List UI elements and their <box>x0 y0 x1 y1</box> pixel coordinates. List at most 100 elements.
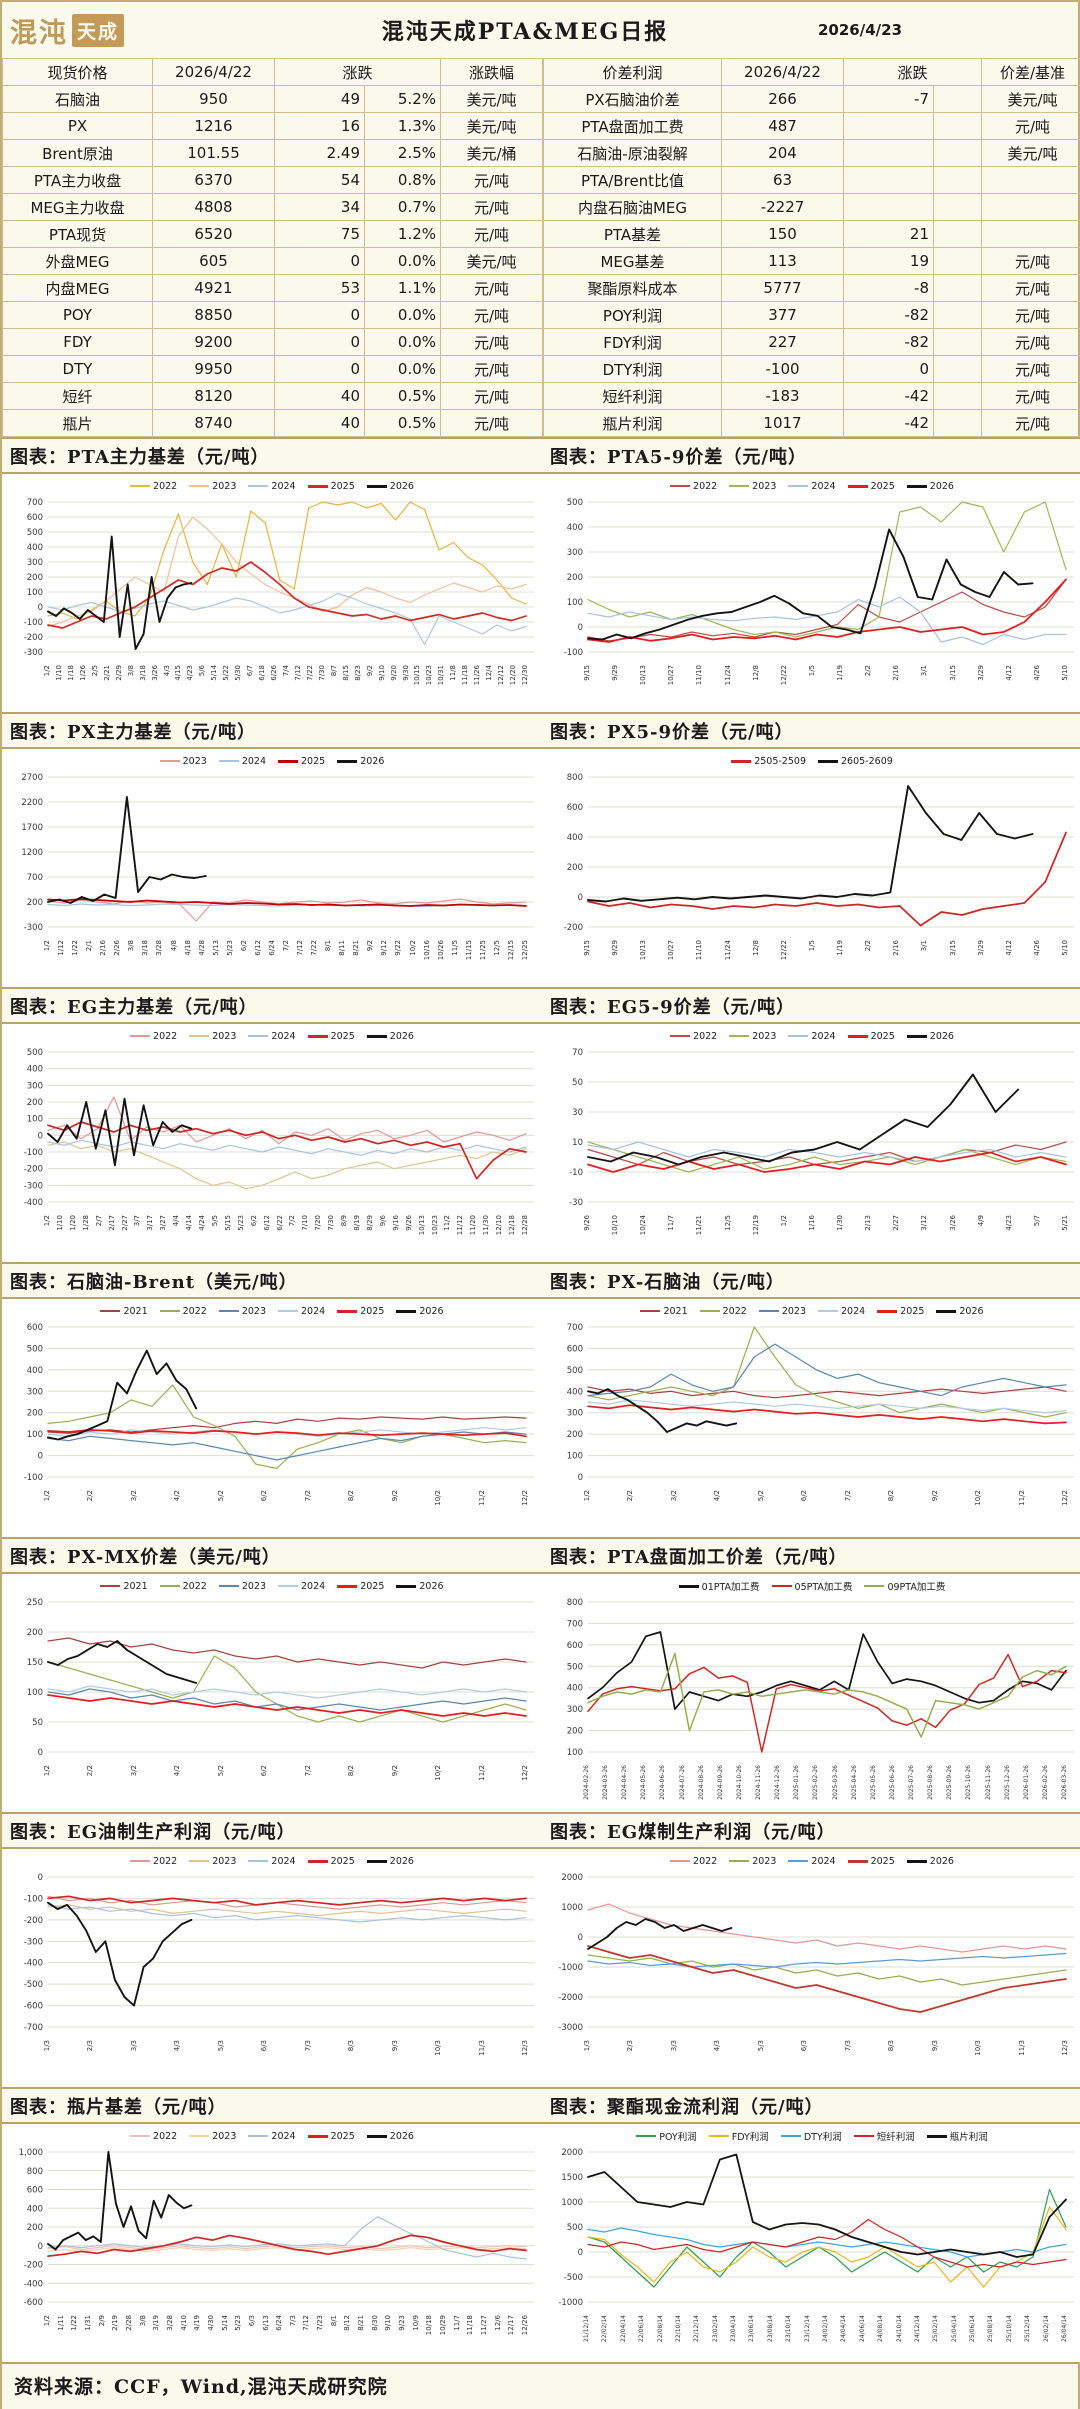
x-tick-label: 11/3 <box>477 2040 486 2056</box>
x-tick-label: 10/15 <box>413 665 422 686</box>
x-tick-label: 1/16 <box>807 1215 816 1231</box>
legend-label: 2026 <box>929 480 954 492</box>
x-tick-label: 6/26 <box>270 665 279 681</box>
svg-text:-100: -100 <box>24 618 43 628</box>
x-tick-label: 7/22 <box>310 940 319 956</box>
x-tick-label: 11/21 <box>695 1215 704 1236</box>
svg-text:400: 400 <box>567 1387 583 1397</box>
table-cell: -7 <box>843 85 935 113</box>
x-tick-label: 4/18 <box>183 940 192 956</box>
svg-text:500: 500 <box>567 2223 583 2233</box>
table-cell: PX石脑油价差 <box>543 85 723 113</box>
series-line-09PTA加工费 <box>587 1652 1067 1738</box>
svg-text:200: 200 <box>27 898 43 908</box>
x-tick-label: 4/4 <box>172 1215 181 1227</box>
svg-text:-600: -600 <box>24 2002 43 2012</box>
x-tick-label: 3/1 <box>920 665 929 677</box>
svg-text:-500: -500 <box>24 1980 43 1990</box>
svg-text:800: 800 <box>27 2167 43 2177</box>
x-tick-label: 1/3 <box>43 2040 51 2052</box>
x-tick-label: 1/20 <box>68 1215 77 1231</box>
table-cell: -82 <box>843 301 935 329</box>
x-tick-label: 1/2 <box>43 940 51 952</box>
chart-legend: 2021 2022 2023 2024 2025 2026 <box>2 1576 542 1596</box>
x-tick-label: 12/25 <box>521 940 529 961</box>
table-header-cell: 涨跌 <box>273 58 442 86</box>
x-tick-label: 9/2 <box>390 1490 399 1502</box>
x-tick-label: 3/2 <box>129 1490 138 1502</box>
table-cell <box>933 247 983 275</box>
svg-text:-100: -100 <box>564 648 583 658</box>
chart-legend: 2021 2022 2023 2024 2025 2026 <box>542 1301 1080 1321</box>
x-tick-label: 7/12 <box>293 665 302 681</box>
x-tick-label: 9/2 <box>930 1490 939 1502</box>
legend-label: 2025 <box>330 480 355 492</box>
x-tick-label: 5/21 <box>1061 1215 1069 1231</box>
x-tick-label: 6/18 <box>258 665 267 681</box>
x-tick-label: 2/5 <box>90 665 99 677</box>
chart-panel: 图表：PX主力基差（元/吨） 2023 2024 2025 2026 2700 2200 17… <box>2 712 542 987</box>
x-tick-label: 10/2 <box>434 1490 443 1506</box>
table-cell <box>843 193 935 221</box>
legend-label: 2024 <box>811 1030 836 1042</box>
svg-text:300: 300 <box>567 1409 583 1419</box>
table-cell: 34 <box>274 193 365 221</box>
table-row: 聚酯原料成本 5777 -8 元/吨 <box>543 274 1080 302</box>
x-tick-label: 10/2 <box>974 1490 983 1506</box>
legend-label: 2022 <box>182 1580 207 1592</box>
table-cell <box>843 166 935 194</box>
spread-profit-table-container: 价差利润 2026/4/22 涨跌 价差/基准 PX石脑油价差 266 -7 美元/吨 PTA盘… <box>543 58 1080 437</box>
table-cell <box>933 193 983 221</box>
x-tick-label: 2025-02-26 <box>812 1765 820 1800</box>
series-line-2021 <box>47 1416 527 1434</box>
table-header-cell: 价差利润 <box>543 58 723 86</box>
table-cell <box>981 220 1080 248</box>
svg-text:300: 300 <box>27 558 43 568</box>
table-cell: 美元/桶 <box>440 139 544 167</box>
table-cell: 元/吨 <box>981 274 1080 302</box>
table-cell: 1.2% <box>363 220 442 248</box>
table-cell: 美元/吨 <box>440 85 544 113</box>
x-tick-label: 2/17 <box>107 1215 116 1231</box>
x-tick-label: 12/3 <box>1061 2040 1069 2056</box>
chart-body: 2022 2023 2024 2025 2026 500 400 300 200 100 0 -100… <box>2 1024 542 1262</box>
x-tick-label: 8/29 <box>365 1215 374 1231</box>
series-line-2022 <box>587 578 1067 642</box>
table-cell: 美元/吨 <box>440 247 544 275</box>
legend-line-swatch <box>130 2135 151 2137</box>
svg-text:300: 300 <box>567 1705 583 1715</box>
table-cell: 0.0% <box>363 355 442 383</box>
legend-line-swatch <box>159 1585 180 1587</box>
svg-text:-200: -200 <box>564 923 583 933</box>
chart-legend: 2022 2023 2024 2025 2026 <box>2 1851 542 1871</box>
x-tick-label: 11/18 <box>461 665 470 686</box>
legend-label: 2025 <box>900 1305 925 1317</box>
svg-text:600: 600 <box>567 1344 583 1354</box>
svg-text:500: 500 <box>27 528 43 538</box>
table-cell: 0.8% <box>363 166 442 194</box>
legend-line-swatch <box>670 485 691 487</box>
svg-text:2200: 2200 <box>21 798 43 808</box>
chart-plot: 2700 2200 1700 1200 700 200 -300 <box>21 773 534 933</box>
x-tick-label: 2025-11-26 <box>984 1765 992 1800</box>
legend-item: 2023 <box>189 481 236 492</box>
chart-body: 2505-2509 2605-2609 800 600 400 200 0 -200 9/15 9… <box>542 749 1080 987</box>
x-tick-label: 9/26 <box>404 1215 413 1231</box>
x-tick-label: 6/2 <box>249 1215 258 1227</box>
data-tables: 现货价格 2026/4/22 涨跌 涨跌幅 石脑油 950 49 5.2% 美元/吨 PX 1216… <box>2 58 1080 437</box>
svg-text:-100: -100 <box>24 1894 43 1904</box>
x-tick-label: 2026-03-26 <box>1061 1765 1068 1800</box>
x-tick-label: 11/2 <box>443 1215 452 1231</box>
series-line-2026 <box>47 2151 193 2251</box>
x-tick-label: 6/3 <box>247 2315 256 2327</box>
x-tick-label: 8/9 <box>340 1215 349 1227</box>
table-header-cell: 涨跌 <box>843 58 983 86</box>
svg-text:150: 150 <box>27 1658 43 1668</box>
x-tick-label: 11/26 <box>473 665 482 686</box>
x-tick-label: 4/3 <box>162 665 171 677</box>
x-tick-label: 1/10 <box>54 665 63 681</box>
x-tick-label: 3/29 <box>976 665 985 681</box>
legend-item: 2025 <box>307 480 355 492</box>
report-title: 混沌天成PTA&MEG日报 <box>381 19 669 45</box>
x-tick-label: 3/28 <box>155 940 164 956</box>
